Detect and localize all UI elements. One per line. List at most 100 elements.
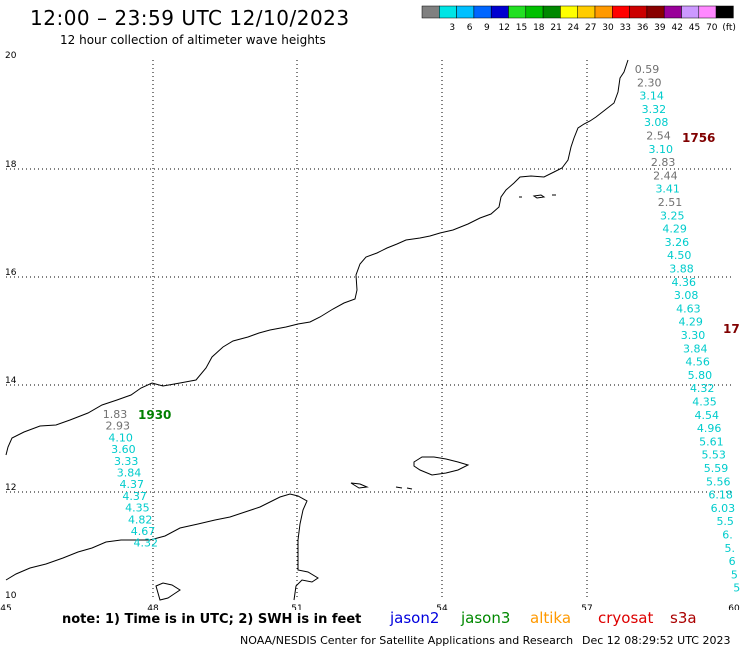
swh-value: 2.54 [646, 130, 671, 143]
swh-value: 3.84 [683, 342, 708, 355]
swh-value: 5.59 [704, 462, 729, 475]
swh-value: 3.30 [681, 329, 706, 342]
legend-label: 12 [498, 23, 509, 33]
legend-label: 18 [533, 23, 545, 33]
latitude-tick-label: 10 [5, 591, 17, 601]
satellite-jason2: jason2 [390, 609, 440, 627]
swh-value: 5 [731, 568, 738, 581]
swh-value: 2.93 [106, 420, 131, 433]
swh-value: 4.37 [120, 478, 145, 491]
units-note: note: 1) Time is in UTC; 2) SWH is in fe… [62, 612, 362, 627]
legend-label: 42 [671, 23, 682, 33]
latitude-tick-label: 16 [5, 268, 17, 278]
swh-value: 4.35 [692, 396, 717, 409]
longitude-tick-label: 57 [581, 604, 592, 610]
legend-label: 30 [602, 23, 614, 33]
swh-value: 2.30 [637, 76, 662, 89]
latitude-tick-label: 14 [5, 376, 17, 386]
swh-value: 2.44 [653, 169, 678, 182]
latitude-tick-label: 12 [5, 483, 16, 493]
legend-label: 39 [654, 23, 666, 33]
swh-value: 6 [729, 555, 736, 568]
legend-label: 6 [467, 23, 473, 33]
swh-value: 0.59 [635, 63, 660, 76]
map-gridlines [6, 60, 734, 600]
swh-value: 3.08 [674, 289, 699, 302]
swh-value: 5.80 [688, 369, 713, 382]
swh-value: 5.56 [706, 475, 731, 488]
legend-label: 3 [449, 23, 455, 33]
wave-height-color-legend: 3 6 9 12 15 18 21 24 27 30 33 36 39 42 45 70 (ft) [421, 5, 736, 33]
swh-value: 4.36 [672, 276, 697, 289]
pass-time-label: 1930 [138, 408, 171, 422]
pass-time-label: 17 [723, 322, 740, 336]
swh-value: 3.10 [649, 143, 674, 156]
swh-value: 3.33 [114, 455, 139, 468]
swh-value: 3.41 [655, 183, 680, 196]
swh-value: 2.83 [651, 156, 676, 169]
swh-value: 3.60 [111, 443, 136, 456]
swh-value: 4.32 [134, 537, 159, 550]
legend-label: 70 [706, 23, 718, 33]
longitude-tick-label: 54 [436, 604, 448, 610]
swh-value: 5 [733, 582, 740, 595]
map-subtitle: 12 hour collection of altimeter wave hei… [60, 33, 326, 47]
latitude-tick-label: 18 [5, 160, 17, 170]
swh-value: 6. [722, 529, 733, 542]
swh-value: 4.10 [108, 431, 133, 444]
longitude-tick-label: 48 [147, 604, 159, 610]
swh-value: 4.67 [131, 525, 156, 538]
coastline [5, 59, 629, 601]
swh-value: 3.88 [669, 263, 694, 276]
legend-label: 33 [620, 23, 631, 33]
swh-value: 4.63 [676, 302, 701, 315]
swh-value: 6.18 [708, 489, 733, 502]
longitude-tick-label: 51 [291, 604, 302, 610]
legend-label: 21 [550, 23, 561, 33]
legend-label: 45 [689, 23, 700, 33]
swh-value: 4.56 [685, 356, 710, 369]
swh-value: 3.32 [642, 103, 667, 116]
river-somalia [155, 582, 181, 601]
map-title: 12:00 – 23:59 UTC 12/10/2023 [30, 6, 350, 30]
islet-abd-al-kuri [350, 482, 369, 489]
coastline-socotra [413, 456, 470, 476]
swh-value: 4.35 [125, 502, 150, 515]
satellite-s3a: s3a [670, 609, 697, 627]
pass-time-label: 1756 [682, 131, 715, 145]
coastline-somalia [5, 493, 319, 601]
legend-label: 15 [516, 23, 527, 33]
islet-kuria-muria [519, 194, 556, 199]
swh-value: 5.53 [701, 449, 726, 462]
swh-value: 4.37 [122, 490, 147, 503]
satellite-jason3: jason3 [461, 609, 511, 627]
longitude-tick-label: 45 [0, 604, 11, 610]
satellite-cryosat: cryosat [598, 609, 654, 627]
legend-swatch [715, 5, 734, 19]
islet-east-2 [406, 487, 413, 490]
legend-label: 9 [484, 23, 490, 33]
generated-timestamp: Dec 12 08:29:52 UTC 2023 [582, 634, 731, 647]
swh-value: 3.84 [117, 467, 142, 480]
altimeter-tracks: 0.592.303.143.32 3.08 2.543.102.832.443.41… [103, 63, 740, 595]
swh-value: 6.03 [711, 502, 736, 515]
swh-value: 3.14 [639, 90, 664, 103]
swh-value: 4.96 [697, 422, 722, 435]
swh-value: 4.54 [695, 409, 720, 422]
swh-value: 5.61 [699, 435, 724, 448]
latitude-tick-label: 20 [5, 51, 17, 61]
legend-label: (ft) [722, 23, 736, 33]
swh-value: 4.29 [662, 223, 687, 236]
longitude-tick-label: 60 [728, 604, 740, 610]
swh-value: 3.26 [665, 236, 690, 249]
swh-value: 1.83 [103, 408, 128, 421]
swh-value: 4.29 [678, 316, 703, 329]
legend-label: 36 [637, 23, 649, 33]
swh-value: 4.82 [128, 513, 153, 526]
swh-value: 3.25 [660, 209, 685, 222]
satellite-altika: altika [530, 609, 572, 627]
swh-value: 5.5 [716, 515, 734, 528]
swh-value: 2.51 [658, 196, 683, 209]
swh-value: 5. [725, 542, 736, 555]
